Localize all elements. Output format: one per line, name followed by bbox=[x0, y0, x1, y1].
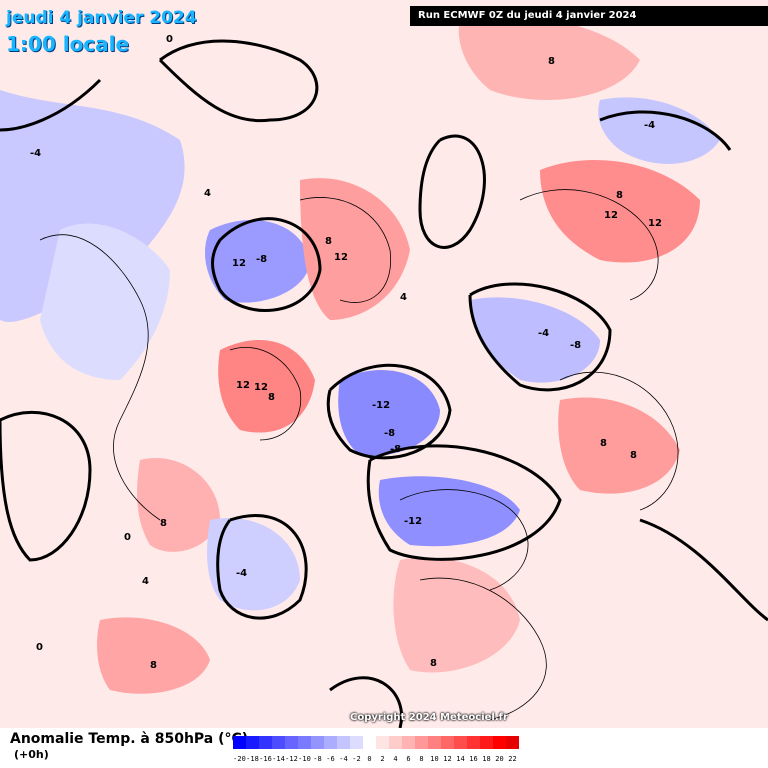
color-scale-tick: 6 bbox=[406, 755, 411, 763]
map-label: 8 bbox=[268, 392, 275, 403]
color-swatch bbox=[246, 736, 259, 749]
map-label: 12 bbox=[236, 380, 250, 391]
map-label: -4 bbox=[644, 120, 655, 131]
color-scale-tick: -14 bbox=[272, 755, 285, 763]
map-label: 12 bbox=[232, 258, 246, 269]
legend-subtitle: (+0h) bbox=[14, 748, 49, 761]
color-scale-ticks: -20 -18 -16 -14 -12 -10 -8 -6 -4 -2 0 2 4 6 8 10 12 14 16 1… bbox=[233, 755, 519, 763]
forecast-date-title: jeudi 4 janvier 2024 bbox=[6, 8, 197, 28]
legend-footer: Anomalie Temp. à 850hPa (°C) (+0h) -20 -1… bbox=[0, 728, 768, 768]
map-label: 12 bbox=[604, 210, 618, 221]
color-scale-tick: -8 bbox=[313, 755, 322, 763]
color-scale-tick: -4 bbox=[339, 755, 348, 763]
map-label: 0 bbox=[36, 642, 43, 653]
color-swatch bbox=[441, 736, 454, 749]
zero-contours bbox=[0, 39, 768, 728]
copyright-text: Copyright 2024 Meteociel.fr bbox=[350, 712, 508, 723]
map-label: -12 bbox=[372, 400, 390, 411]
map-label: 4 bbox=[142, 576, 149, 587]
color-swatch bbox=[363, 736, 376, 749]
color-swatch bbox=[259, 736, 272, 749]
color-scale-tick: 20 bbox=[495, 755, 504, 763]
coastlines bbox=[39, 189, 679, 721]
color-swatch bbox=[506, 736, 519, 749]
map-label: -4 bbox=[30, 148, 41, 159]
color-scale-tick: 2 bbox=[380, 755, 385, 763]
color-swatch bbox=[298, 736, 311, 749]
color-scale-tick: -6 bbox=[326, 755, 335, 763]
color-swatch bbox=[480, 736, 493, 749]
color-scale-tick: -16 bbox=[259, 755, 272, 763]
contour-labels: 12 -8 12 8 12 12 -12 -8 8 -12 12 12 8 -4… bbox=[30, 34, 662, 671]
color-swatch bbox=[467, 736, 480, 749]
color-scale-tick: 4 bbox=[393, 755, 398, 763]
map-label: -4 bbox=[236, 568, 247, 579]
map-label: 8 bbox=[600, 438, 607, 449]
color-scale-tick: -20 bbox=[233, 755, 246, 763]
map-label: -8 bbox=[390, 444, 401, 455]
temperature-anomaly-map: 12 -8 12 8 12 12 -12 -8 8 -12 12 12 8 -4… bbox=[0, 0, 768, 728]
color-scale-tick: -12 bbox=[285, 755, 298, 763]
color-scale-tick: 10 bbox=[430, 755, 439, 763]
color-swatch bbox=[337, 736, 350, 749]
map-label: -8 bbox=[256, 254, 267, 265]
map-label: 4 bbox=[400, 292, 407, 303]
color-swatch bbox=[285, 736, 298, 749]
color-swatch bbox=[454, 736, 467, 749]
map-label: 12 bbox=[254, 382, 268, 393]
color-swatch bbox=[415, 736, 428, 749]
map-label: 8 bbox=[616, 190, 623, 201]
color-scale-tick: 16 bbox=[469, 755, 478, 763]
legend-title: Anomalie Temp. à 850hPa (°C) bbox=[10, 731, 249, 747]
color-scale-tick: 12 bbox=[443, 755, 452, 763]
color-scale-tick: -2 bbox=[352, 755, 361, 763]
color-scale-tick: 8 bbox=[419, 755, 424, 763]
map-label: -8 bbox=[570, 340, 581, 351]
color-swatch bbox=[493, 736, 506, 749]
map-label: 8 bbox=[160, 518, 167, 529]
color-swatch bbox=[376, 736, 389, 749]
map-label: 12 bbox=[648, 218, 662, 229]
color-swatch bbox=[311, 736, 324, 749]
map-label: 0 bbox=[166, 34, 173, 45]
map-label: -4 bbox=[538, 328, 549, 339]
color-swatch bbox=[389, 736, 402, 749]
map-label: 8 bbox=[548, 56, 555, 67]
map-label: -12 bbox=[404, 516, 422, 527]
map-label: 0 bbox=[124, 532, 131, 543]
map-label: -8 bbox=[384, 428, 395, 439]
color-scale-tick: 14 bbox=[456, 755, 465, 763]
map-label: 8 bbox=[430, 658, 437, 669]
color-scale-tick: 0 bbox=[367, 755, 372, 763]
forecast-time-title: 1:00 locale bbox=[6, 32, 130, 56]
color-swatch bbox=[324, 736, 337, 749]
color-scale-tick: -10 bbox=[298, 755, 311, 763]
color-scale bbox=[233, 736, 519, 749]
map-label: 8 bbox=[150, 660, 157, 671]
run-info-bar: Run ECMWF 0Z du jeudi 4 janvier 2024 bbox=[410, 6, 768, 26]
map-label: 12 bbox=[334, 252, 348, 263]
color-scale-tick: 22 bbox=[508, 755, 517, 763]
map-label: 8 bbox=[630, 450, 637, 461]
color-swatch bbox=[428, 736, 441, 749]
color-swatch bbox=[272, 736, 285, 749]
color-swatch bbox=[233, 736, 246, 749]
color-swatch bbox=[350, 736, 363, 749]
color-scale-tick: -18 bbox=[246, 755, 259, 763]
map-label: 8 bbox=[325, 236, 332, 247]
map-label: 4 bbox=[204, 188, 211, 199]
color-scale-tick: 18 bbox=[482, 755, 491, 763]
anomaly-shading bbox=[0, 16, 720, 694]
color-swatch bbox=[402, 736, 415, 749]
